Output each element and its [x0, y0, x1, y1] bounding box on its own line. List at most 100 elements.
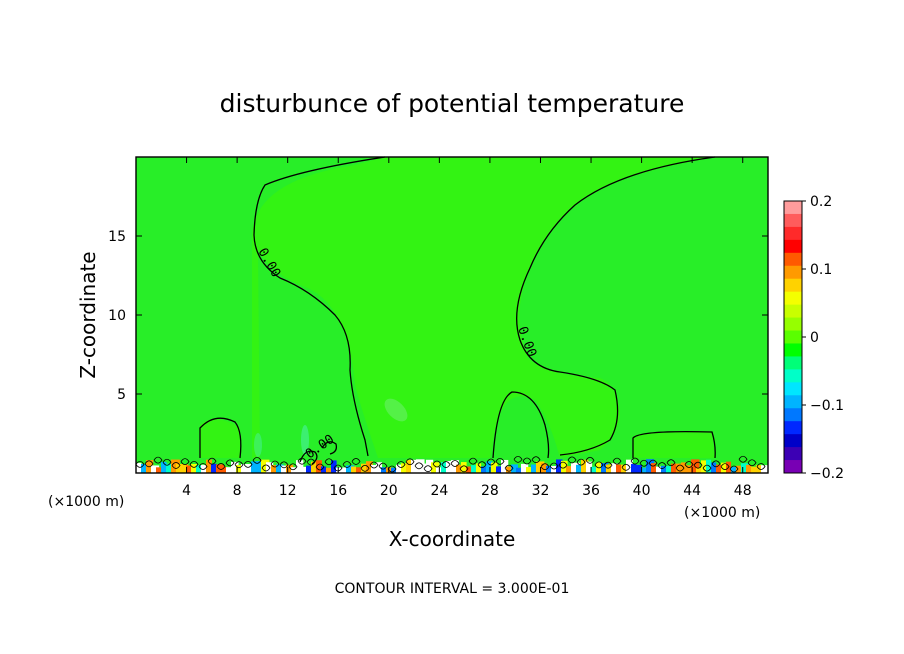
noise-patch: [711, 462, 717, 473]
noise-patch: [591, 466, 599, 473]
colorbar-swatch: [784, 291, 802, 306]
noise-patch: [561, 460, 568, 473]
noise-patch: [521, 463, 529, 473]
noise-patch: [401, 463, 408, 473]
noise-patch: [606, 464, 615, 473]
noise-contour: [567, 456, 577, 464]
noise-patch: [211, 463, 217, 473]
noise-patch: [731, 466, 738, 473]
noise-patch: [466, 466, 472, 473]
noise-contour: [504, 464, 514, 472]
x-tick-label: 8: [233, 483, 242, 499]
noise-patch: [526, 467, 533, 473]
noise-patch: [296, 460, 304, 473]
noise-patch: [226, 467, 232, 473]
y-axis-ticks: 5 10 15: [108, 229, 768, 403]
noise-contour: [189, 460, 199, 468]
noise-patch: [546, 465, 554, 473]
noise-patch: [636, 464, 642, 473]
noise-contour: [585, 456, 595, 464]
y-tick-label: 10: [108, 308, 126, 324]
x-tick-label: 48: [734, 483, 752, 499]
noise-patch: [331, 460, 337, 473]
noise-patch: [141, 464, 149, 473]
noise-patch: [171, 459, 180, 473]
noise-contour: [207, 457, 217, 465]
noise-contour: [648, 459, 658, 467]
noise-patch: [406, 459, 414, 473]
zero-region-left: [136, 157, 715, 458]
x-tick-label: 4: [182, 483, 191, 499]
noise-patch: [676, 463, 683, 473]
noise-patch: [531, 464, 537, 473]
noise-patch: [241, 464, 250, 473]
noise-contour: [198, 463, 208, 470]
colorbar-tick-label: −0.1: [810, 398, 844, 414]
colorbar-swatch: [784, 460, 802, 474]
x-tick-label: 16: [329, 483, 347, 499]
noise-patch: [456, 464, 463, 473]
noise-contour: [369, 461, 379, 469]
noise-patch: [446, 460, 454, 473]
noise-patch: [366, 461, 373, 473]
noise-patch: [496, 466, 503, 473]
noise-patch: [666, 466, 674, 473]
colorbar-swatch: [784, 369, 802, 383]
plot-area: 0.00 0.00 0.00 4 8 12 16 20 24 28 32 36 40 44 48 51…: [108, 156, 770, 499]
noise-contour: [261, 464, 271, 472]
noise-patch: [651, 463, 657, 473]
noise-contour: [612, 457, 622, 465]
noise-contour: [711, 460, 721, 468]
noise-patch: [346, 465, 355, 473]
noise-patch: [461, 462, 467, 473]
noise-contour: [513, 455, 523, 463]
noise-patch: [246, 464, 253, 473]
colorbar-swatch: [784, 201, 802, 215]
cool-wisp: [254, 433, 262, 457]
noise-contour: [324, 458, 334, 466]
noise-contour: [270, 460, 280, 468]
noise-patch: [511, 464, 519, 473]
noise-patch: [476, 463, 482, 473]
noise-contour: [522, 457, 532, 465]
noise-contour: [378, 462, 388, 470]
colorbar-swatch: [784, 343, 802, 357]
noise-patch: [271, 465, 278, 473]
noise-patch: [661, 465, 669, 473]
x-tick-label: 24: [430, 483, 448, 499]
noise-contour: [459, 465, 469, 473]
noise-patch: [721, 462, 727, 473]
noise-patch: [206, 459, 212, 473]
noise-contour: [630, 457, 640, 465]
noise-contour: [243, 461, 253, 468]
noise-patch: [236, 465, 243, 473]
noise-contour: [279, 461, 289, 469]
noise-patch: [376, 462, 383, 473]
noise-contour: [729, 465, 739, 473]
noise-patch: [701, 460, 710, 473]
noise-patch: [186, 465, 192, 473]
contour-zero-bump-a: [199, 417, 242, 459]
colorbar-swatch: [784, 408, 802, 422]
colorbar-swatch: [784, 421, 802, 435]
noise-patch: [261, 459, 270, 473]
noise-contour: [297, 457, 307, 465]
noise-patch: [341, 467, 348, 473]
noise-patch: [736, 465, 743, 473]
noise-contour: [549, 462, 559, 470]
colorbar-swatch: [784, 226, 802, 241]
noise-patch: [151, 465, 160, 473]
noise-patch: [431, 462, 440, 473]
noise-contour: [252, 456, 262, 464]
noise-patch: [291, 467, 300, 473]
colorbar-swatch: [784, 265, 802, 280]
noise-patch: [486, 461, 493, 473]
noise-contour: [621, 463, 631, 471]
noise-contour: [684, 461, 694, 468]
zero-region-right: [633, 431, 715, 458]
colorbar-swatch: [784, 447, 802, 461]
colorbar-swatch: [784, 213, 802, 228]
noise-contour: [288, 463, 298, 471]
noise-patch: [551, 465, 559, 473]
colorbar-swatch: [784, 330, 802, 344]
